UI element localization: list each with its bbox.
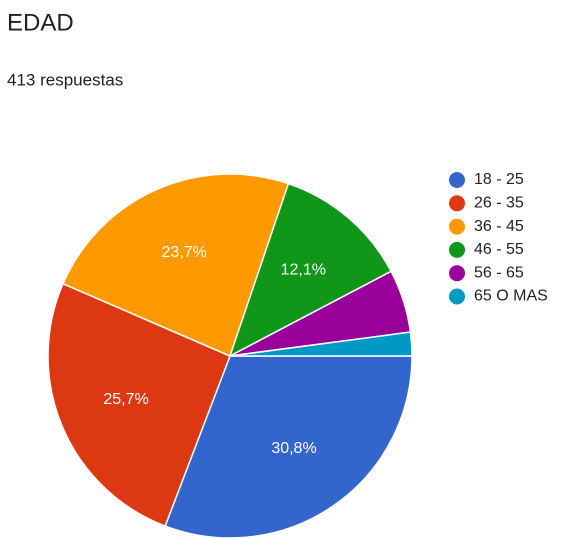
pie-slice	[47, 282, 231, 528]
legend-label: 65 O MAS	[474, 288, 548, 305]
legend-swatch	[449, 288, 465, 305]
legend-label: 56 - 65	[474, 264, 524, 281]
response-count: 413 respuestas	[7, 70, 123, 89]
slice-label: 30,8%	[271, 440, 316, 457]
pie-slice	[164, 355, 413, 538]
legend-label: 36 - 45	[474, 218, 524, 235]
legend-swatch	[449, 195, 465, 212]
legend-swatch	[449, 241, 465, 258]
slice-label: 23,7%	[162, 244, 207, 261]
legend-swatch	[449, 265, 465, 282]
pie-slice	[228, 182, 393, 358]
legend-label: 18 - 25	[474, 171, 524, 188]
legend-swatch	[449, 172, 465, 188]
chart-title: EDAD	[7, 9, 74, 36]
slice-label: 12,1%	[281, 261, 326, 278]
legend-label: 26 - 35	[474, 195, 524, 212]
legend-swatch	[449, 218, 465, 235]
pie-slice	[61, 173, 290, 358]
slice-label: 25,7%	[103, 391, 148, 408]
legend-label: 46 - 55	[474, 241, 524, 258]
pie-slice	[229, 331, 413, 357]
